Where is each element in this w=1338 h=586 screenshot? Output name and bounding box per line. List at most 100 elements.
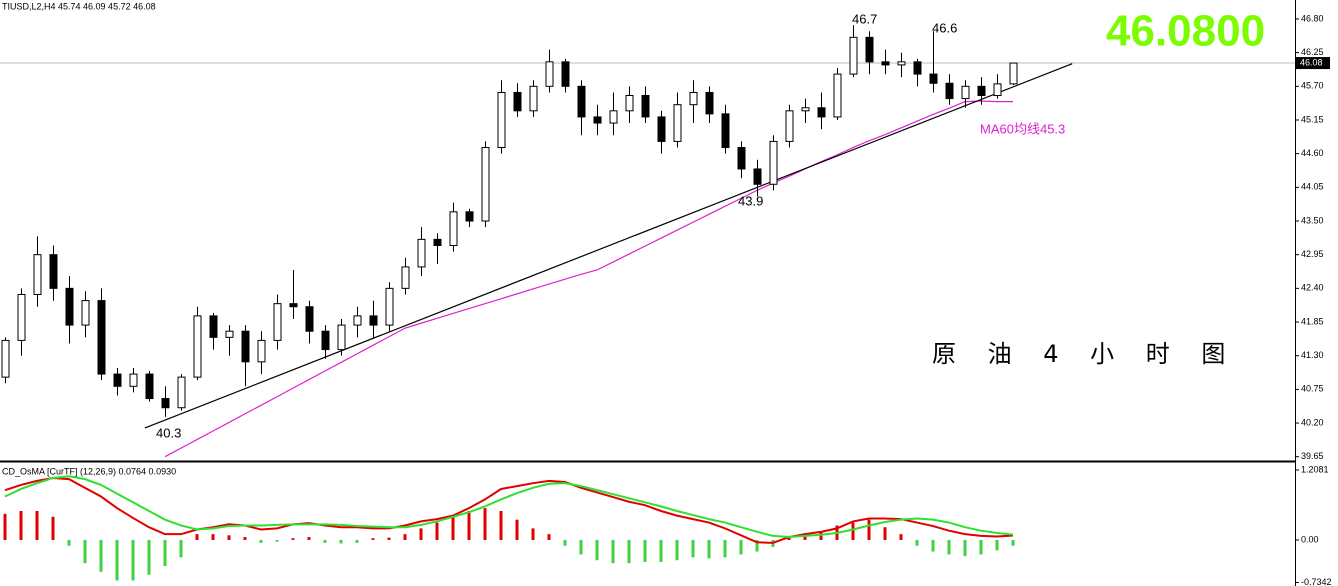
candle-body (929, 73, 938, 84)
price-tag-label: 46.08 (1300, 57, 1323, 67)
candle-body (593, 116, 602, 124)
osma-bar (35, 510, 39, 540)
candle-body (737, 147, 746, 170)
annotation: 43.9 (738, 193, 763, 208)
indicator-title: CD_OsMA [CurTF] (12,26,9) 0.0764 0.0930 (2, 466, 176, 476)
candle-body (609, 110, 618, 124)
candle-body (865, 36, 874, 63)
candle-body (65, 287, 74, 326)
candle-body (273, 303, 282, 341)
y-tick-label: 41.85 (1301, 316, 1324, 326)
candle-body (417, 238, 426, 268)
osma-bar (387, 537, 391, 540)
osma-bar (67, 539, 71, 546)
candle-body (49, 254, 58, 289)
candle-body (433, 238, 442, 246)
osma-bar (611, 539, 615, 564)
osma-bar (163, 539, 167, 567)
osma-bar (307, 537, 311, 540)
osma-bar (259, 539, 263, 543)
osma-bar (243, 537, 247, 540)
osma-bar (355, 539, 359, 543)
osma-bar (787, 537, 791, 540)
osma-bar (499, 510, 503, 540)
candle-body (209, 315, 218, 338)
osma-bar (755, 539, 759, 552)
candle-body (849, 36, 858, 75)
osma-bar (435, 522, 439, 540)
osma-bar (19, 510, 23, 540)
candle-body (81, 300, 90, 326)
y-tick-label: 0.00 (1301, 534, 1319, 544)
osma-bar (627, 539, 631, 564)
osma-bar (275, 539, 279, 542)
indicator-line (4, 476, 1014, 544)
annotation: MA60均线45.3 (980, 121, 1065, 136)
osma-bar (675, 539, 679, 561)
candle-body (337, 324, 346, 351)
osma-bar (691, 539, 695, 558)
candle-body (481, 147, 490, 222)
osma-bar (531, 528, 535, 540)
y-tick-label: 39.65 (1301, 451, 1324, 461)
candle-body (913, 61, 922, 75)
osma-bar (947, 539, 951, 555)
candle-body (497, 91, 506, 149)
osma-bar (211, 534, 215, 540)
candle-body (577, 85, 586, 118)
caption: 原 油 4 小 时 图 (932, 340, 1237, 368)
osma-bar (195, 534, 199, 540)
osma-bar (291, 538, 295, 540)
candle-body (801, 107, 810, 112)
osma-bar (147, 539, 151, 575)
y-tick-label: 46.25 (1301, 47, 1324, 57)
osma-bar (563, 539, 567, 546)
y-tick-label: 43.50 (1301, 215, 1324, 225)
y-tick-label: 42.40 (1301, 283, 1324, 293)
osma-bar (483, 508, 487, 540)
candle-body (513, 91, 522, 112)
candle-body (289, 303, 298, 308)
candle-body (993, 83, 1002, 97)
candle-body (113, 373, 122, 387)
annotation: 46.7 (852, 11, 877, 26)
candle-body (385, 287, 394, 326)
candle-body (705, 91, 714, 115)
osma-bar (915, 539, 919, 546)
candle-body (961, 85, 970, 100)
candle-body (753, 168, 762, 185)
candle-body (449, 211, 458, 246)
candle-body (177, 376, 186, 409)
osma-bar (323, 539, 327, 543)
osma-bar (867, 519, 871, 540)
candle-body (817, 107, 826, 118)
candle-body (145, 373, 154, 400)
header: TIUSD,L2,H4 45.74 46.09 45.72 46.08 (2, 1, 156, 11)
candle-body (1009, 62, 1018, 85)
osma-bar (515, 519, 519, 540)
osma-bar (451, 516, 455, 540)
candle-body (529, 85, 538, 112)
y-tick-label: 40.20 (1301, 417, 1324, 427)
osma-bar (83, 539, 87, 564)
candle-body (129, 373, 138, 387)
candle-body (881, 61, 890, 66)
osma-bar (371, 538, 375, 540)
osma-bar (403, 534, 407, 540)
candle-body (161, 398, 170, 409)
osma-bar (979, 539, 983, 555)
candle-body (641, 95, 650, 118)
candle-body (33, 254, 42, 295)
osma-bar (707, 539, 711, 559)
candle-body (321, 330, 330, 351)
ma-line (164, 100, 1013, 458)
osma-bar (227, 535, 231, 540)
candle-body (833, 73, 842, 118)
osma-bar (899, 534, 903, 540)
candle-body (97, 300, 106, 375)
osma-bar (995, 539, 999, 551)
osma-bar (739, 539, 743, 555)
y-tick-label: 41.30 (1301, 350, 1324, 360)
